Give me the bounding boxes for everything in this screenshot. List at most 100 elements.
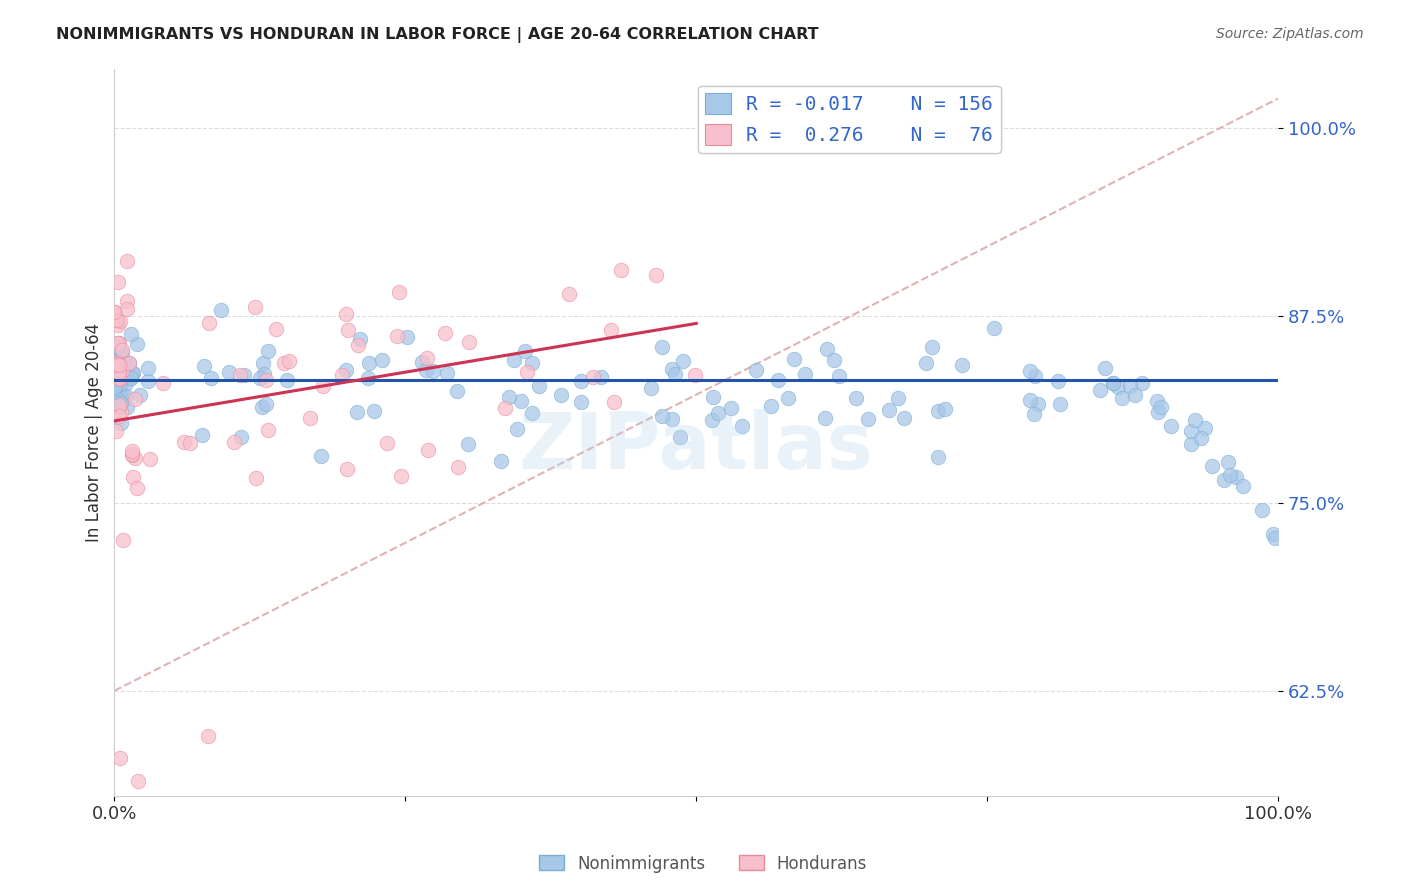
Point <box>111 533 134 547</box>
Point <box>105 356 128 370</box>
Point <box>669 430 692 444</box>
Point <box>337 323 360 337</box>
Point <box>510 393 533 408</box>
Point <box>389 468 412 483</box>
Point <box>117 356 139 370</box>
Point <box>388 285 411 299</box>
Point <box>110 416 132 430</box>
Point <box>252 400 274 414</box>
Point <box>108 372 131 386</box>
Point <box>107 392 129 406</box>
Point <box>1024 407 1046 421</box>
Point <box>104 363 127 377</box>
Point <box>1088 384 1111 398</box>
Point <box>494 401 516 416</box>
Point <box>122 366 145 380</box>
Point <box>249 371 271 385</box>
Point <box>794 367 817 381</box>
Point <box>640 381 662 395</box>
Point <box>731 418 754 433</box>
Point <box>927 404 949 418</box>
Point <box>108 385 131 400</box>
Point <box>600 322 623 336</box>
Point <box>264 322 287 336</box>
Point <box>107 318 129 333</box>
Point <box>1251 503 1274 517</box>
Point <box>104 381 127 395</box>
Point <box>856 411 879 425</box>
Point <box>124 450 146 465</box>
Point <box>644 268 666 282</box>
Point <box>447 460 470 475</box>
Point <box>232 368 254 383</box>
Point <box>877 403 900 417</box>
Point <box>446 384 468 399</box>
Point <box>108 409 131 424</box>
Point <box>105 424 128 438</box>
Point <box>346 405 368 419</box>
Point <box>1264 531 1286 545</box>
Point <box>489 454 512 468</box>
Point <box>152 376 174 390</box>
Point <box>127 773 149 788</box>
Point <box>1119 379 1142 393</box>
Point <box>105 357 128 371</box>
Point <box>1180 424 1202 438</box>
Point <box>193 359 215 374</box>
Point <box>107 340 129 354</box>
Point <box>672 354 695 368</box>
Point <box>1184 413 1206 427</box>
Point <box>700 413 723 427</box>
Point <box>108 365 131 379</box>
Point <box>934 401 956 416</box>
Point <box>110 405 132 419</box>
Point <box>558 286 581 301</box>
Point <box>347 337 370 351</box>
Point <box>1150 401 1173 415</box>
Point <box>107 371 129 385</box>
Point <box>118 356 141 370</box>
Point <box>1111 391 1133 405</box>
Point <box>104 376 127 390</box>
Point <box>243 300 266 314</box>
Point <box>136 374 159 388</box>
Point <box>110 396 132 410</box>
Point <box>104 396 127 410</box>
Point <box>273 356 295 370</box>
Point <box>411 354 433 368</box>
Point <box>828 368 851 383</box>
Point <box>1160 419 1182 434</box>
Point <box>111 345 134 359</box>
Point <box>457 437 479 451</box>
Point <box>112 364 135 378</box>
Point <box>529 378 551 392</box>
Point <box>503 352 526 367</box>
Point <box>121 443 143 458</box>
Point <box>108 358 131 372</box>
Point <box>336 462 359 476</box>
Point <box>582 370 605 384</box>
Point <box>120 371 142 385</box>
Point <box>111 343 134 357</box>
Point <box>1146 393 1168 408</box>
Point <box>815 342 838 356</box>
Point <box>377 436 399 450</box>
Point <box>759 399 782 413</box>
Point <box>103 305 125 319</box>
Point <box>121 366 143 380</box>
Point <box>776 392 799 406</box>
Point <box>505 422 527 436</box>
Point <box>371 353 394 368</box>
Point <box>1094 361 1116 376</box>
Text: NONIMMIGRANTS VS HONDURAN IN LABOR FORCE | AGE 20-64 CORRELATION CHART: NONIMMIGRANTS VS HONDURAN IN LABOR FORCE… <box>56 27 818 43</box>
Point <box>254 397 277 411</box>
Point <box>416 442 439 457</box>
Point <box>823 352 845 367</box>
Point <box>1219 467 1241 482</box>
Point <box>117 357 139 371</box>
Point <box>117 401 139 415</box>
Point <box>569 395 592 409</box>
Point <box>125 481 148 495</box>
Point <box>129 387 152 401</box>
Point <box>513 344 536 359</box>
